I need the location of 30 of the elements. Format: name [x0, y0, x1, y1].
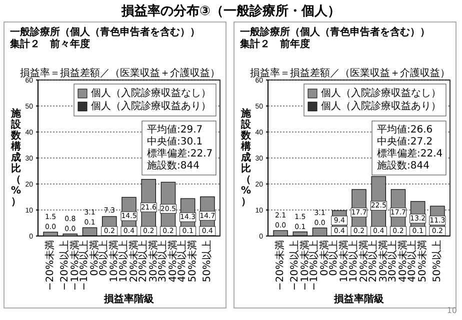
x-tick-label: 50%以上: [430, 240, 443, 282]
annotation: 施設数:844: [377, 160, 430, 172]
legend-label: 個人（入院診療収益あり）: [91, 100, 211, 112]
text: 施設数構成比（%）: [240, 108, 252, 208]
text: 損益率＝損益差額／（医業収益＋介護収益）: [20, 67, 220, 79]
x-tick-label: −20%以上 −10%未満: [58, 240, 81, 291]
x-axis-title: 損益率階級: [103, 293, 155, 305]
chart-title: 損益率の分布③（一般診療所・個人）: [120, 3, 341, 19]
legend-label: 個人（入院診療収益あり）: [321, 100, 441, 112]
x-axis-title: 損益率階級: [333, 293, 385, 305]
chart-subtitle: 一般診療所（個人（青色申告者を含む））集計２ 前々年度: [9, 26, 200, 50]
x-tick-label: 50%以上: [200, 240, 213, 282]
x-tick-label: 40%以上 50%未満: [176, 240, 199, 282]
annotation: 中央値:30.1: [147, 136, 203, 148]
legend-label: 個人（入院診療収益なし）: [321, 87, 441, 99]
annotation: 平均値:26.6: [377, 124, 433, 136]
x-tick-label: −20%以上 −10%未満: [288, 240, 311, 291]
annotation: 標準偏差:22.4: [377, 148, 443, 160]
chart-subtitle: 一般診療所（個人（青色申告者を含む））集計２ 前年度: [239, 26, 430, 50]
text: 施設数構成比（%）: [10, 108, 22, 208]
legend-label: 個人（入院診療収益なし）: [91, 87, 211, 99]
annotation: 施設数:844: [147, 160, 200, 172]
annotation: 中央値:27.2: [377, 136, 433, 148]
x-tick-label: 40%以上 50%未満: [406, 240, 429, 282]
annotation: 平均値:29.7: [147, 124, 203, 136]
text: 損益率＝損益差額／（医業収益＋介護収益）: [250, 67, 450, 79]
x-tick-label: −20%未満: [274, 240, 286, 291]
text: 10: [446, 306, 457, 315]
x-tick-label: −20%未満: [44, 240, 56, 291]
annotation: 標準偏差:22.7: [147, 148, 213, 160]
